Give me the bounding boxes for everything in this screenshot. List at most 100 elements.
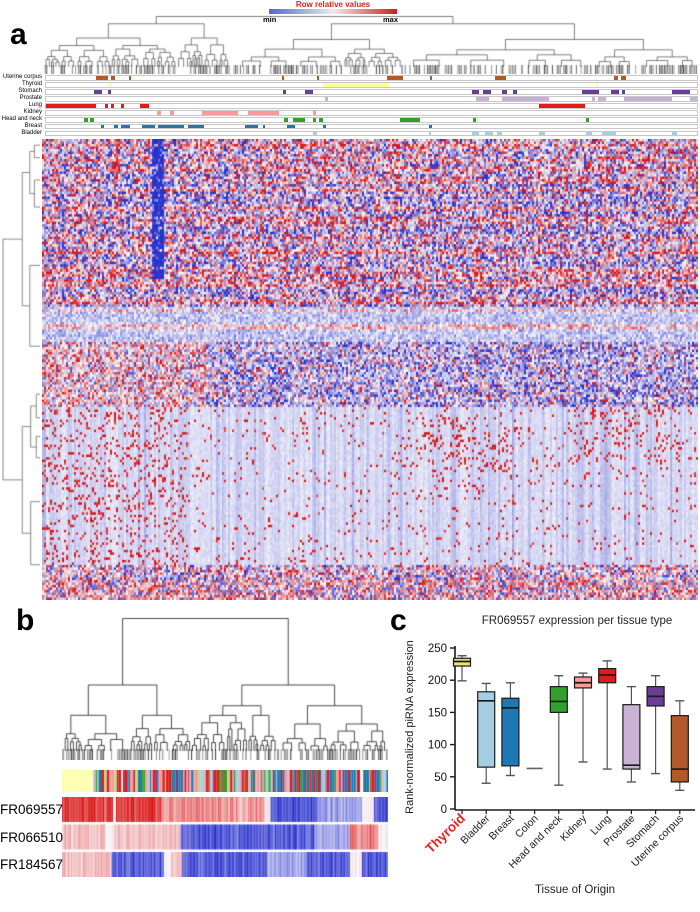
legend-title: Row relative values [295, 0, 371, 9]
annotation-segment [472, 89, 479, 94]
annotation-track-kidney: Kidney [0, 109, 698, 116]
annotation-segment [428, 124, 433, 129]
annotation-segment [286, 124, 295, 129]
annotation-segment [591, 96, 596, 101]
annotation-segment [90, 117, 94, 122]
annotation-segment [501, 96, 550, 101]
annotation-track-bar [45, 130, 698, 137]
y-tick-label: 200 [428, 675, 447, 687]
annotation-track-bar [45, 75, 698, 81]
annotation-track-head-and-neck: Head and neck [0, 115, 698, 123]
annotation-segment [283, 117, 288, 122]
annotation-segment [485, 131, 494, 136]
annotation-segment [624, 96, 673, 101]
annotation-segment [672, 89, 691, 94]
annotation-track-label: Prostate [19, 94, 42, 101]
annotation-track-bar [45, 109, 698, 116]
y-tick-label: 150 [428, 707, 447, 719]
annotation-segment [586, 131, 592, 136]
annotation-segment [672, 131, 678, 136]
annotation-segment [483, 89, 492, 94]
annotation-segment [611, 89, 619, 94]
y-tick-label: 50 [434, 772, 447, 784]
panel-b-annotation-bar [62, 770, 388, 792]
annotation-segment [156, 110, 161, 115]
box-Breast [501, 697, 520, 767]
annotation-segment [282, 89, 287, 94]
panel-a-column-dendrogram [42, 14, 698, 74]
annotation-segment [601, 131, 617, 136]
annotation-segment [101, 124, 104, 129]
y-tick-label: 250 [428, 643, 447, 655]
annotation-track-uterine-corpus: Uterine corpus [0, 74, 698, 81]
panel-b-label: b [16, 604, 35, 637]
y-tick-label: 100 [428, 740, 447, 752]
annotation-segment [157, 124, 184, 129]
annotation-segment [323, 82, 390, 87]
panel-c-boxplot: 050100150200250ThyroidBladderBreastColon… [423, 643, 695, 896]
annotation-segment [107, 89, 112, 94]
annotation-track-label: Breast [24, 122, 42, 129]
annotation-track-bar [45, 123, 698, 130]
annotation-segment [582, 89, 600, 94]
annotation-track-bar [45, 95, 698, 102]
panel-c-title: FR069557 expression per tissue type [481, 615, 673, 627]
annotation-segment [46, 103, 97, 108]
panel-b-heatmap [62, 797, 388, 877]
annotation-segment [690, 96, 697, 101]
annotation-segment [83, 117, 88, 122]
annotation-segment [322, 124, 326, 129]
annotation-segment [128, 76, 131, 80]
annotation-segment [501, 89, 507, 94]
annotation-segment [120, 124, 130, 129]
annotation-segment [202, 110, 239, 115]
annotation-segment [247, 110, 280, 115]
annotation-segment [512, 89, 517, 94]
annotation-segment [108, 82, 111, 87]
annotation-segment [430, 76, 433, 80]
annotation-track-bar [45, 81, 698, 88]
panel-a-label: a [10, 18, 27, 51]
annotation-segment [140, 103, 149, 108]
annotation-track-stomach: Stomach [0, 88, 698, 95]
annotation-track-label: Bladder [21, 129, 42, 136]
annotation-segment [104, 103, 108, 108]
annotation-track-thyroid: Thyroid [0, 81, 698, 88]
annotation-segment [586, 117, 589, 122]
annotation-track-label: Head and neck [1, 115, 42, 122]
annotation-segment [262, 124, 265, 129]
annotation-track-breast: Breast [0, 122, 698, 130]
annotation-segment [621, 76, 627, 80]
annotation-segment [244, 124, 258, 129]
annotation-segment [110, 76, 116, 80]
annotation-segment [400, 117, 420, 122]
annotation-segment [96, 76, 108, 80]
annotation-track-bladder: Bladder [0, 129, 698, 137]
annotation-segment [497, 131, 502, 136]
panel-b-dendrogram [62, 616, 388, 760]
annotation-segment [94, 89, 102, 94]
box-Bladder [477, 691, 496, 768]
annotation-track-prostate: Prostate [0, 94, 698, 102]
annotation-segment [598, 96, 606, 101]
tissue-annotation-tracks: Uterine corpus Thyroid Stomach Prostate Lung… [0, 74, 698, 137]
annotation-track-lung: Lung [0, 102, 698, 109]
box-Prostate [622, 704, 641, 770]
annotation-segment [312, 110, 316, 115]
box-Uterine corpus [670, 715, 689, 783]
panel-c-label: c [390, 604, 407, 637]
panel-c-x-axis-title: Tissue of Origin [535, 884, 615, 896]
annotation-segment [305, 89, 313, 94]
annotation-track-bar [45, 116, 698, 123]
annotation-segment [282, 76, 285, 80]
panel-a-heatmap [42, 139, 698, 600]
x-category-label-Kidney: Kidney [558, 812, 590, 844]
annotation-segment [539, 103, 586, 108]
box-Head and neck [549, 686, 568, 713]
annotation-segment [472, 131, 479, 136]
annotation-segment [614, 76, 619, 80]
annotation-segment [187, 124, 205, 129]
panel-b-row-label-FR066510: FR066510 [0, 829, 64, 845]
y-tick-label: 0 [441, 804, 447, 816]
